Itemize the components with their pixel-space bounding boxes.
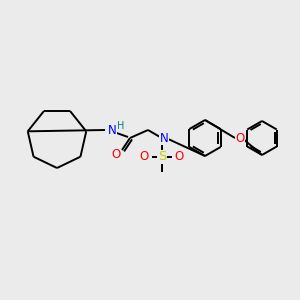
Text: O: O [236,131,244,145]
Text: S: S [158,151,166,164]
Text: H: H [117,121,125,131]
Text: O: O [111,148,121,160]
Text: N: N [160,131,168,145]
Text: N: N [108,124,116,136]
Text: O: O [140,151,148,164]
Text: O: O [174,151,184,164]
